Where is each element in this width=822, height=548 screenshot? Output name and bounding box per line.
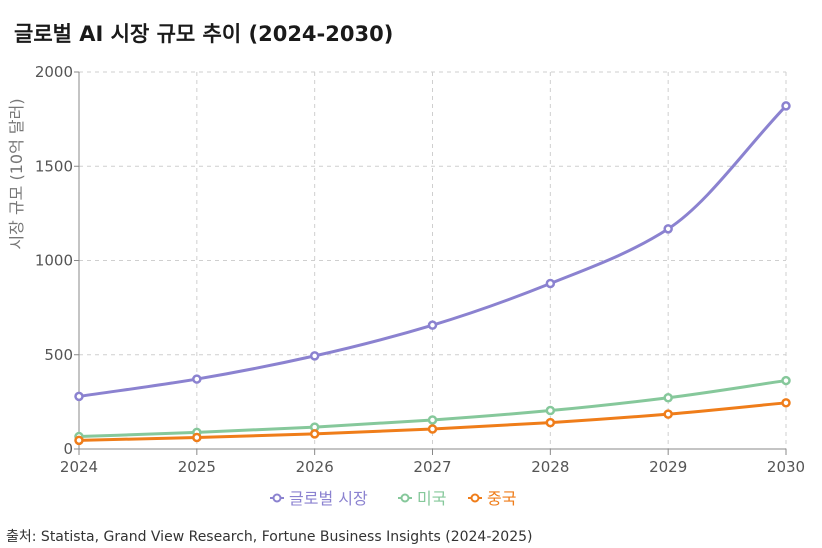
data-point bbox=[663, 409, 673, 419]
series-2 bbox=[74, 398, 791, 446]
series-group bbox=[74, 101, 791, 446]
y-tick-label: 2000 bbox=[35, 63, 73, 81]
axes bbox=[74, 71, 787, 455]
x-tick-label: 2029 bbox=[649, 458, 687, 476]
legend: 글로벌 시장 미국 중국 bbox=[270, 489, 516, 508]
data-point bbox=[309, 351, 320, 361]
data-point bbox=[192, 374, 202, 384]
data-point bbox=[663, 392, 673, 403]
y-axis-label: 시장 규모 (10억 달러) bbox=[7, 98, 26, 249]
x-tick-label: 2028 bbox=[531, 458, 569, 476]
x-tick-label: 2024 bbox=[60, 458, 98, 476]
data-point bbox=[545, 278, 556, 289]
data-point bbox=[427, 424, 438, 434]
x-axis-ticks: 2024 2025 2026 2027 2028 2029 2030 bbox=[60, 458, 805, 476]
chart-title: 글로벌 AI 시장 규모 추이 (2024-2030) bbox=[14, 22, 394, 46]
legend-label: 글로벌 시장 bbox=[289, 489, 368, 508]
data-point bbox=[545, 405, 556, 416]
legend-swatch-marker bbox=[400, 493, 410, 503]
data-point bbox=[74, 435, 84, 446]
y-tick-label: 500 bbox=[44, 346, 73, 364]
legend-label: 중국 bbox=[487, 489, 516, 508]
x-tick-label: 2025 bbox=[178, 458, 216, 476]
y-axis-ticks: 0 500 1000 1500 2000 bbox=[35, 63, 73, 458]
y-tick-label: 0 bbox=[63, 440, 73, 458]
y-tick-label: 1500 bbox=[35, 157, 73, 175]
data-point bbox=[427, 320, 438, 330]
data-point bbox=[781, 375, 791, 386]
legend-swatch-marker bbox=[470, 493, 480, 503]
data-point bbox=[192, 432, 202, 443]
legend-swatch-marker bbox=[272, 493, 282, 503]
legend-item: 중국 bbox=[468, 489, 516, 508]
data-point bbox=[545, 417, 556, 428]
data-point bbox=[781, 398, 791, 408]
data-point bbox=[663, 224, 673, 234]
series-0 bbox=[74, 101, 791, 402]
grid bbox=[78, 71, 787, 449]
x-tick-label: 2027 bbox=[413, 458, 451, 476]
x-tick-label: 2026 bbox=[296, 458, 334, 476]
x-tick-label: 2030 bbox=[767, 458, 805, 476]
data-point bbox=[427, 415, 438, 425]
legend-item: 미국 bbox=[398, 489, 446, 508]
data-point bbox=[74, 391, 84, 402]
data-point bbox=[309, 429, 320, 439]
source-note: 출처: Statista, Grand View Research, Fortu… bbox=[6, 529, 533, 545]
legend-label: 미국 bbox=[417, 489, 446, 508]
legend-item: 글로벌 시장 bbox=[270, 489, 368, 508]
data-point bbox=[781, 101, 791, 111]
y-tick-label: 1000 bbox=[35, 252, 73, 270]
